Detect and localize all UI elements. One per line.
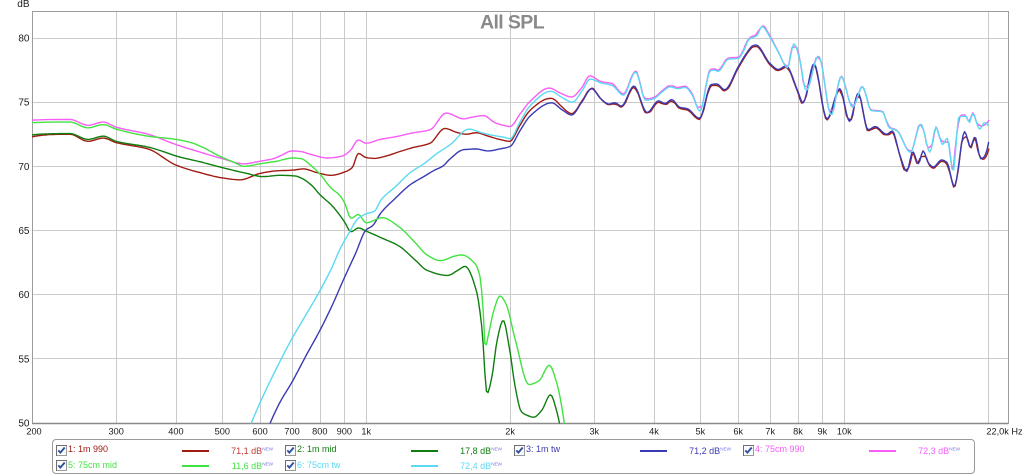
svg-text:70: 70 bbox=[18, 162, 30, 173]
svg-text:80: 80 bbox=[18, 34, 30, 45]
svg-text:8k: 8k bbox=[793, 427, 803, 437]
svg-text:400: 400 bbox=[168, 427, 183, 437]
svg-text:700: 700 bbox=[284, 427, 299, 437]
svg-text:All SPL: All SPL bbox=[480, 12, 545, 34]
svg-text:9k: 9k bbox=[818, 427, 828, 437]
svg-text:22,0k Hz: 22,0k Hz bbox=[986, 427, 1023, 437]
svg-text:3k: 3k bbox=[589, 427, 599, 437]
svg-text:900: 900 bbox=[337, 427, 352, 437]
svg-text:10k: 10k bbox=[837, 427, 852, 437]
svg-text:7k: 7k bbox=[765, 427, 775, 437]
svg-text:dB: dB bbox=[17, 0, 30, 10]
svg-text:4k: 4k bbox=[649, 427, 659, 437]
svg-text:6k: 6k bbox=[733, 427, 743, 437]
svg-text:75: 75 bbox=[18, 98, 30, 109]
svg-text:300: 300 bbox=[109, 427, 124, 437]
svg-text:200: 200 bbox=[26, 427, 41, 437]
svg-text:1k: 1k bbox=[361, 427, 371, 437]
svg-text:50: 50 bbox=[18, 419, 30, 430]
svg-text:2k: 2k bbox=[505, 427, 515, 437]
svg-text:65: 65 bbox=[18, 226, 30, 237]
svg-text:800: 800 bbox=[312, 427, 327, 437]
svg-text:5k: 5k bbox=[696, 427, 706, 437]
svg-text:60: 60 bbox=[18, 290, 30, 301]
svg-text:500: 500 bbox=[215, 427, 230, 437]
svg-text:600: 600 bbox=[252, 427, 267, 437]
svg-text:55: 55 bbox=[18, 354, 30, 365]
